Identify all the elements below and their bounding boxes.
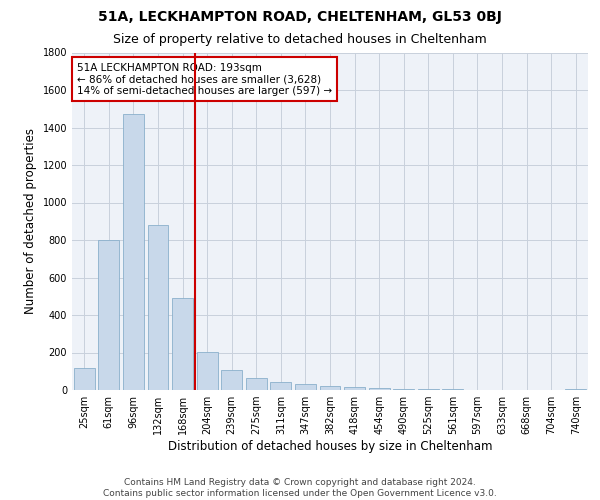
- Bar: [320, 386, 340, 390]
- Bar: [393, 388, 414, 390]
- Bar: [221, 370, 242, 390]
- Bar: [344, 387, 365, 390]
- X-axis label: Distribution of detached houses by size in Cheltenham: Distribution of detached houses by size …: [168, 440, 492, 453]
- Text: Size of property relative to detached houses in Cheltenham: Size of property relative to detached ho…: [113, 32, 487, 46]
- Bar: [148, 225, 169, 390]
- Bar: [565, 388, 586, 390]
- Bar: [295, 384, 316, 390]
- Text: Contains HM Land Registry data © Crown copyright and database right 2024.
Contai: Contains HM Land Registry data © Crown c…: [103, 478, 497, 498]
- Bar: [98, 240, 119, 390]
- Y-axis label: Number of detached properties: Number of detached properties: [24, 128, 37, 314]
- Bar: [123, 114, 144, 390]
- Text: 51A LECKHAMPTON ROAD: 193sqm
← 86% of detached houses are smaller (3,628)
14% of: 51A LECKHAMPTON ROAD: 193sqm ← 86% of de…: [77, 62, 332, 96]
- Bar: [368, 388, 389, 390]
- Bar: [271, 382, 292, 390]
- Bar: [74, 368, 95, 390]
- Bar: [197, 352, 218, 390]
- Bar: [246, 378, 267, 390]
- Bar: [418, 389, 439, 390]
- Bar: [172, 298, 193, 390]
- Text: 51A, LECKHAMPTON ROAD, CHELTENHAM, GL53 0BJ: 51A, LECKHAMPTON ROAD, CHELTENHAM, GL53 …: [98, 10, 502, 24]
